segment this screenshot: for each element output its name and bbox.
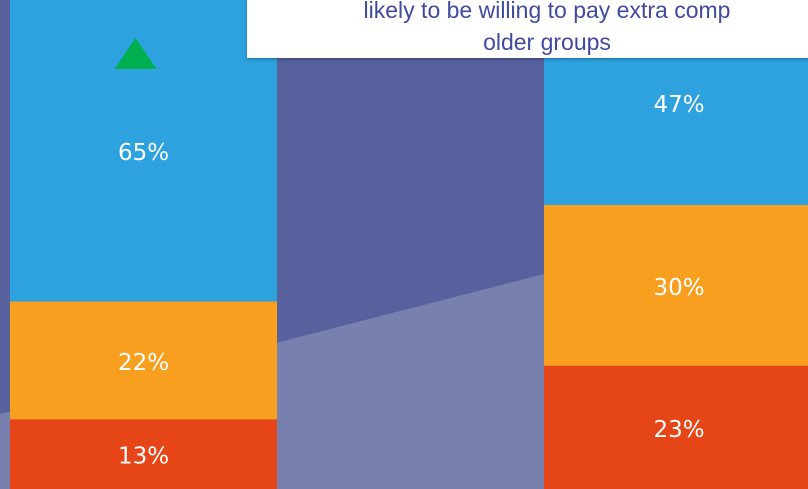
bars-layer bbox=[10, 0, 808, 489]
bar-segment bbox=[10, 301, 277, 420]
up-arrow-icon bbox=[114, 38, 157, 69]
data-label: 22% bbox=[118, 350, 169, 376]
bar-segment bbox=[544, 365, 808, 489]
data-label: 65% bbox=[118, 140, 169, 166]
bar-segment bbox=[10, 419, 277, 489]
bar-segment bbox=[544, 204, 808, 366]
labels-layer: 13% 22% 65% 23% 30% 47% bbox=[118, 92, 705, 470]
data-label: 30% bbox=[653, 275, 704, 301]
callout-box: likely to be willing to pay extra comp o… bbox=[247, 0, 808, 58]
callout-line-2: older groups bbox=[483, 29, 611, 55]
markers-layer bbox=[114, 38, 157, 69]
data-label: 47% bbox=[653, 92, 704, 118]
callout-line-1: likely to be willing to pay extra comp bbox=[363, 0, 731, 23]
data-label: 23% bbox=[653, 417, 704, 443]
data-label: 13% bbox=[118, 444, 169, 470]
